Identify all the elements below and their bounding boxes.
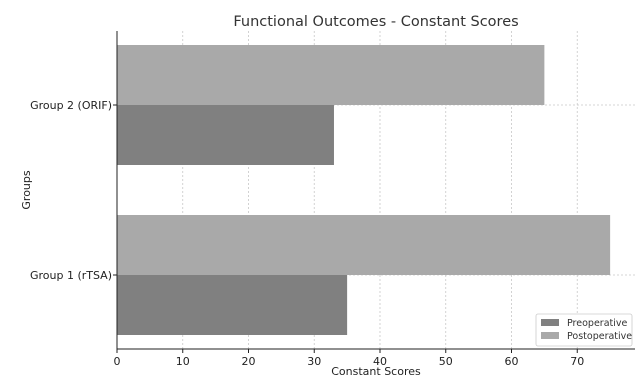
axes bbox=[116, 31, 635, 350]
x-tick-label: 40 bbox=[373, 355, 387, 368]
bars bbox=[117, 45, 611, 335]
legend-label: Preoperative bbox=[567, 318, 628, 329]
x-tick-label: 70 bbox=[570, 355, 584, 368]
legend-box bbox=[535, 313, 633, 347]
bar-preoperative bbox=[117, 105, 334, 165]
y-axis-label: Groups bbox=[20, 170, 33, 209]
legend-swatch bbox=[541, 319, 559, 326]
x-ticks: 0 10 20 30 40 50 60 70 bbox=[114, 349, 584, 368]
legend-label: Postoperative bbox=[567, 331, 632, 342]
bar-preoperative bbox=[117, 275, 348, 335]
x-tick-label: 0 bbox=[114, 355, 121, 368]
legend: Preoperative Postoperative bbox=[535, 313, 633, 347]
chart-title: Functional Outcomes - Constant Scores bbox=[233, 14, 518, 30]
x-tick-label: 20 bbox=[242, 355, 256, 368]
legend-swatch bbox=[541, 332, 559, 339]
x-tick-label: 10 bbox=[176, 355, 190, 368]
x-tick-label: 50 bbox=[439, 355, 453, 368]
x-tick-label: 60 bbox=[505, 355, 519, 368]
x-tick-label: 30 bbox=[307, 355, 321, 368]
x-axis-label: Constant Scores bbox=[331, 365, 421, 376]
bar-postoperative bbox=[117, 215, 611, 275]
y-tick-label: Group 2 (ORIF) bbox=[30, 99, 112, 112]
bar-postoperative bbox=[117, 45, 545, 105]
y-ticks: Group 1 (rTSA) Group 2 (ORIF) bbox=[30, 99, 117, 282]
y-tick-label: Group 1 (rTSA) bbox=[30, 269, 112, 282]
